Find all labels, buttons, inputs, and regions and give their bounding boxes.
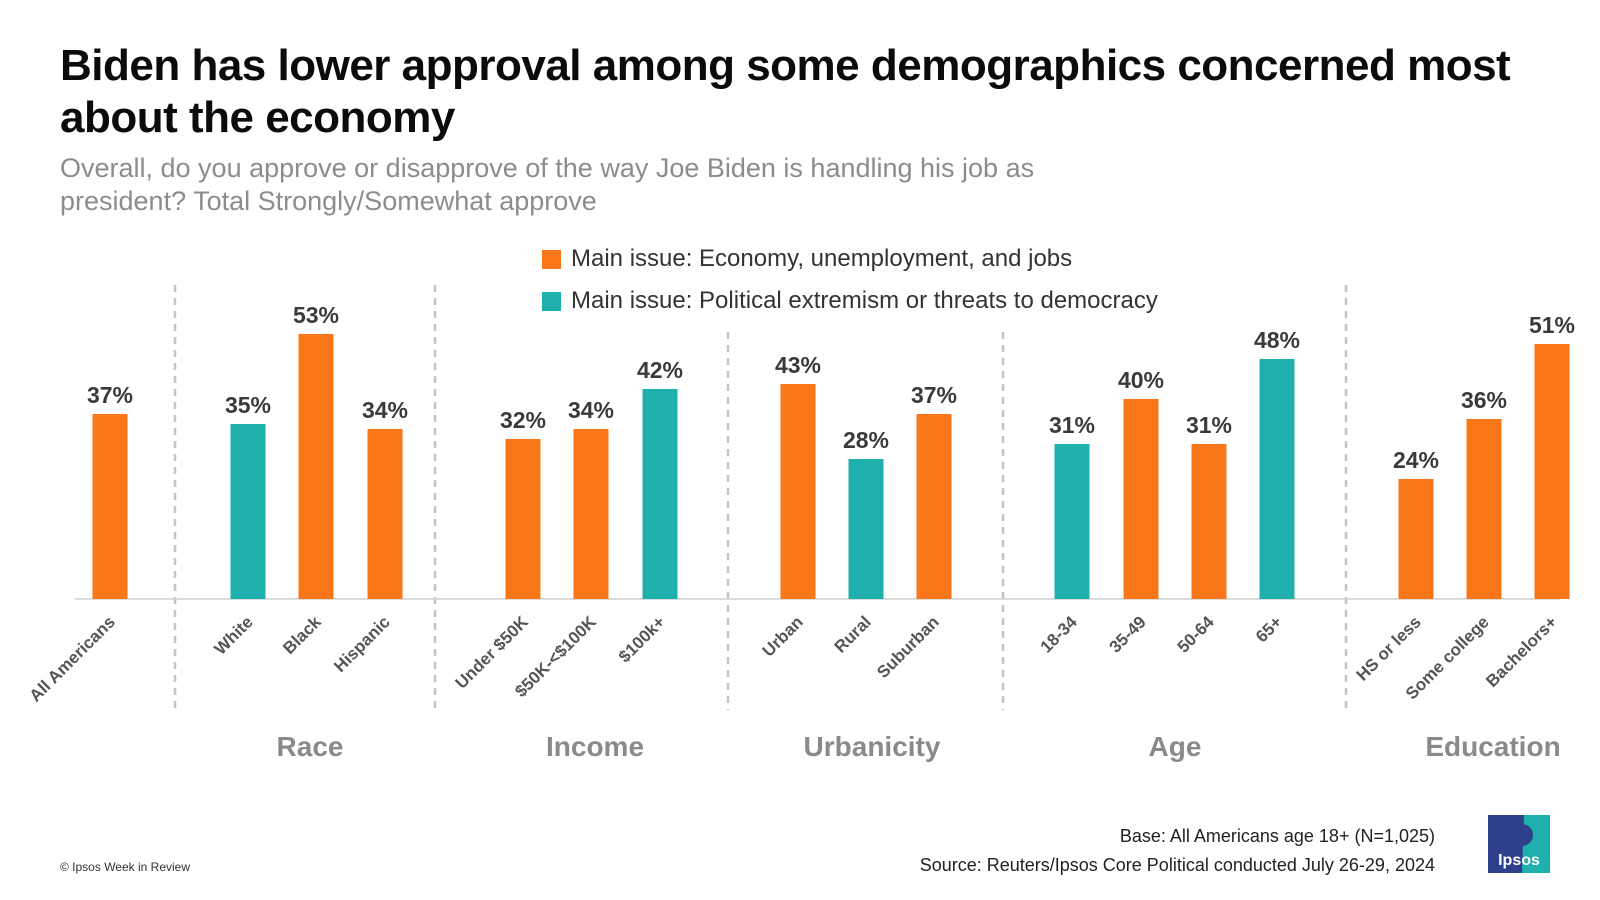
svg-text:Ipsos: Ipsos	[1498, 852, 1540, 869]
value-label-under-50k: 32%	[500, 407, 546, 433]
legend-swatch-democracy	[542, 291, 561, 311]
category-label-white: White	[211, 612, 257, 658]
group-label-education: Education	[1425, 731, 1560, 762]
value-label-suburban: 37%	[911, 382, 957, 408]
bar-65	[1259, 359, 1295, 599]
value-label-some-college: 36%	[1461, 387, 1507, 413]
group-label-income: Income	[546, 731, 644, 762]
bar-18-34	[1054, 444, 1090, 599]
bar-bachelors	[1534, 344, 1570, 599]
bar-100k	[642, 389, 678, 599]
category-label-100k: $100k+	[615, 612, 669, 666]
value-label-18-34: 31%	[1049, 412, 1095, 438]
category-label-all-americans: All Americans	[26, 612, 119, 705]
value-label-black: 53%	[293, 302, 339, 328]
value-label-rural: 28%	[843, 427, 889, 453]
bar-all-americans	[92, 414, 128, 599]
value-label-hs-or-less: 24%	[1393, 447, 1439, 473]
legend-label-economy: Main issue: Economy, unemployment, and j…	[571, 245, 1073, 272]
category-labels: All Americans White Black Hispanic Under $50…	[26, 612, 1561, 706]
bar-rural	[848, 459, 884, 599]
value-label-50-64: 31%	[1186, 412, 1232, 438]
value-label-35-49: 40%	[1118, 367, 1164, 393]
category-label-rural: Rural	[831, 612, 875, 656]
category-label-hispanic: Hispanic	[330, 612, 394, 676]
value-label-white: 35%	[225, 392, 271, 418]
value-label-100k: 42%	[637, 357, 683, 383]
legend-item-economy: Main issue: Economy, unemployment, and j…	[542, 238, 1158, 280]
value-label-65: 48%	[1254, 327, 1300, 353]
copyright-notice: © Ipsos Week in Review	[60, 860, 191, 874]
bar-some-college	[1466, 419, 1502, 599]
legend: Main issue: Economy, unemployment, and j…	[542, 238, 1158, 322]
group-label-race: Race	[277, 731, 344, 762]
bar-hs-or-less	[1398, 479, 1434, 599]
group-labels: Race Income Urbanicity Age Education	[277, 731, 1561, 762]
category-label-suburban: Suburban	[873, 612, 943, 682]
ipsos-logo: Ipsos	[1488, 815, 1550, 873]
category-label-18-34: 18-34	[1037, 612, 1082, 657]
value-labels: 37% 35% 53% 34% 32% 34% 42% 43% 28% 37% 31% 40% 31% 4…	[87, 302, 1575, 473]
value-label-urban: 43%	[775, 352, 821, 378]
bar-50-64	[1191, 444, 1227, 599]
value-label-hispanic: 34%	[362, 397, 408, 423]
category-label-urban: Urban	[759, 612, 807, 660]
chart-subtitle: Overall, do you approve or disapprove of…	[60, 153, 1035, 216]
value-label-50k-100k: 34%	[568, 397, 614, 423]
category-label-50-64: 50-64	[1174, 612, 1219, 657]
group-separators	[173, 285, 1348, 710]
category-label-hs-or-less: HS or less	[1353, 612, 1425, 684]
source-note: Source: Reuters/Ipsos Core Political con…	[919, 855, 1435, 875]
category-label-35-49: 35-49	[1106, 612, 1150, 656]
bar-hispanic	[367, 429, 403, 599]
bar-35-49	[1123, 399, 1159, 599]
chart-title: Biden has lower approval among some demo…	[60, 41, 1511, 142]
legend-label-democracy: Main issue: Political extremism or threa…	[571, 287, 1158, 314]
group-label-age: Age	[1149, 731, 1202, 762]
value-label-all-americans: 37%	[87, 382, 133, 408]
bars	[92, 334, 1570, 599]
category-label-bachelors: Bachelors+	[1482, 612, 1561, 691]
bar-suburban	[916, 414, 952, 599]
group-label-urbanicity: Urbanicity	[804, 731, 941, 762]
category-label-black: Black	[279, 612, 325, 658]
legend-item-democracy: Main issue: Political extremism or threa…	[542, 280, 1158, 322]
category-label-65: 65+	[1252, 612, 1286, 646]
bar-urban	[780, 384, 816, 599]
bar-white	[230, 424, 266, 599]
bar-black	[298, 334, 334, 599]
bar-under-50k	[505, 439, 541, 599]
value-label-bachelors: 51%	[1529, 312, 1575, 338]
legend-swatch-economy	[542, 249, 561, 269]
base-note: Base: All Americans age 18+ (N=1,025)	[1119, 826, 1435, 846]
bar-50k-100k	[573, 429, 609, 599]
